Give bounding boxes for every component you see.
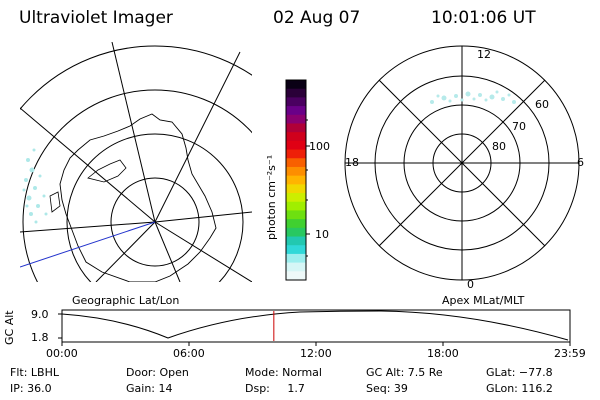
latitude-circle	[20, 45, 252, 110]
altitude-y-tick: 9.0	[31, 308, 49, 321]
coastline	[87, 159, 127, 183]
colorbar-swatch	[286, 262, 306, 272]
altitude-x-tick: 18:00	[427, 347, 459, 360]
status-seq: Seq: 39	[366, 382, 408, 395]
colorbar-swatch	[286, 227, 306, 238]
altitude-x-tick: 23:59	[554, 347, 586, 360]
longitude-line	[20, 221, 156, 233]
mlat-label-80: 80	[492, 140, 506, 153]
altitude-x-tick: 06:00	[173, 347, 205, 360]
colorbar-swatch	[286, 149, 306, 159]
mlt-label-left: 18	[345, 156, 359, 169]
status-ip: IP: 36.0	[10, 382, 52, 395]
mlt-label-right: 6	[577, 156, 584, 169]
status-mode: Mode: Normal	[245, 366, 322, 379]
altitude-x-tick: 00:00	[46, 347, 78, 360]
colorbar-swatch	[286, 132, 306, 142]
latitude-circle	[66, 133, 244, 282]
status-filter: Flt: LBHL	[10, 366, 59, 379]
magnetic-polar-plot	[344, 45, 580, 281]
coastline	[59, 113, 217, 282]
colorbar	[285, 79, 310, 281]
date-label: 02 Aug 07	[273, 8, 361, 28]
altitude-plot	[58, 309, 571, 346]
colorbar-swatch	[286, 114, 306, 125]
aurora-emission-left	[22, 148, 48, 224]
altitude-curve	[61, 310, 569, 341]
colorbar-swatch	[286, 80, 306, 90]
colorbar-swatch	[286, 193, 306, 203]
longitude-line	[95, 221, 156, 282]
colorbar-swatch	[286, 88, 306, 98]
latitude-circle	[22, 89, 252, 282]
colorbar-swatch	[286, 245, 306, 255]
colorbar-swatch	[286, 175, 306, 185]
aurora-emission-right	[430, 90, 516, 104]
longitude-line	[154, 221, 181, 282]
colorbar-tick-label: 10	[315, 228, 329, 241]
mlt-label-top: 12	[477, 48, 491, 61]
status-glon: GLon: 116.2	[486, 382, 553, 395]
longitude-line	[20, 107, 156, 223]
mlat-label-70: 70	[512, 120, 526, 133]
status-dsp: Dsp: 1.7	[245, 382, 305, 395]
status-gain: Gain: 14	[126, 382, 173, 395]
colorbar-swatch	[286, 166, 306, 177]
colorbar-swatch	[286, 97, 306, 107]
colorbar-swatch	[286, 123, 306, 133]
coastline	[49, 191, 61, 213]
altitude-y-tick: 1.8	[31, 331, 49, 344]
instrument-title: Ultraviolet Imager	[19, 8, 173, 28]
colorbar-swatch	[286, 201, 306, 212]
colorbar-swatch	[286, 184, 306, 194]
geographic-map	[20, 42, 252, 282]
altitude-axis-title: GC Alt	[3, 310, 16, 345]
colorbar-swatch	[286, 253, 306, 264]
colorbar-swatch	[286, 219, 306, 229]
status-glat: GLat: −77.8	[486, 366, 553, 379]
longitude-line	[154, 51, 241, 223]
colorbar-swatch	[286, 106, 306, 116]
status-gc-alt: GC Alt: 7.5 Re	[366, 366, 443, 379]
status-door: Door: Open	[126, 366, 189, 379]
colorbar-gradient	[286, 80, 306, 281]
latitude-circle	[110, 177, 200, 267]
altitude-x-tick: 12:00	[300, 347, 332, 360]
longitude-line	[154, 211, 252, 223]
mlt-line-diag	[378, 79, 546, 247]
mlat-label-60: 60	[535, 98, 549, 111]
colorbar-swatch	[286, 271, 306, 281]
right-map-caption: Apex MLat/MLT	[442, 294, 525, 307]
colorbar-unit-label: photon cm⁻²s⁻¹	[265, 154, 278, 240]
mlt-label-bottom: 0	[467, 278, 474, 291]
colorbar-swatch	[286, 140, 306, 151]
colorbar-tick-label: 100	[309, 140, 330, 153]
longitude-line	[154, 221, 252, 282]
footprint-line	[20, 221, 156, 268]
colorbar-swatch	[286, 158, 306, 168]
left-map-caption: Geographic Lat/Lon	[72, 294, 180, 307]
colorbar-swatch	[286, 210, 306, 220]
longitude-line	[111, 42, 156, 223]
colorbar-swatch	[286, 236, 306, 246]
time-label: 10:01:06 UT	[431, 8, 536, 28]
